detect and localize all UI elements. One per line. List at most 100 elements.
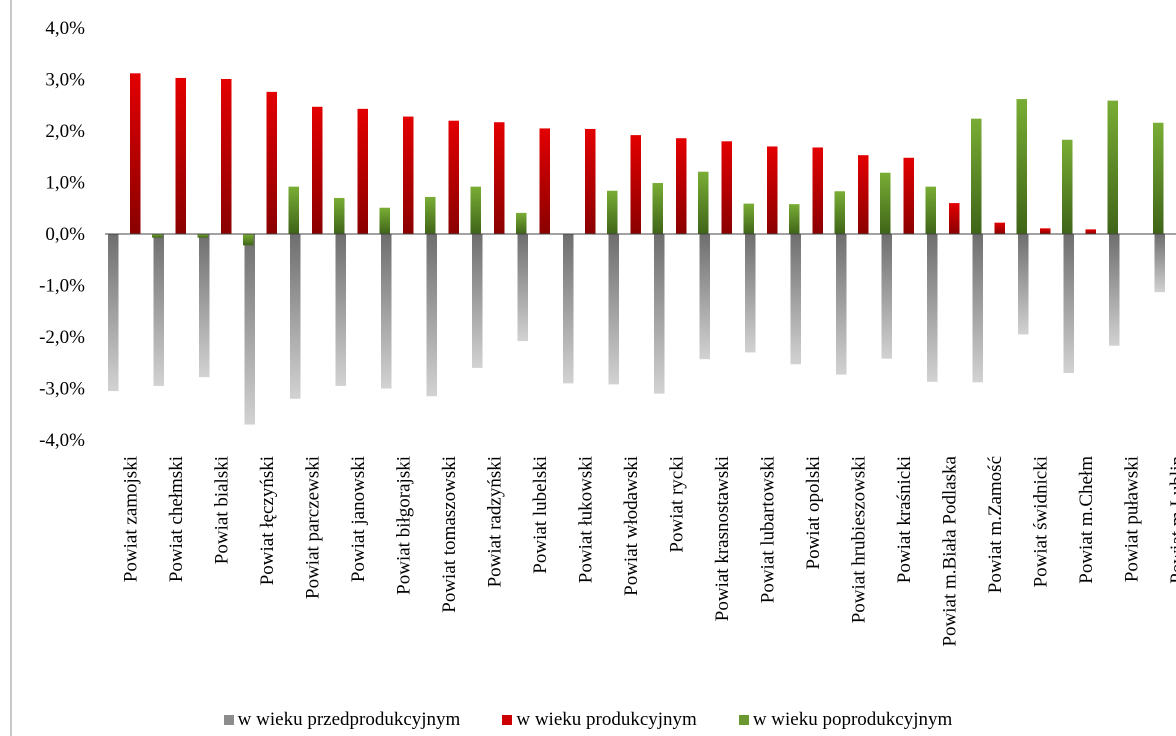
bar-1-14 <box>699 234 710 360</box>
legend-item: w wieku produkcyjnym <box>502 709 697 731</box>
legend-swatch <box>502 715 513 725</box>
bar-3-3 <box>243 234 254 246</box>
bar-3-17 <box>880 172 891 234</box>
x-category-label: Powiat łukowski <box>575 456 596 583</box>
x-category-label: Powiat krasnostawski <box>712 456 733 621</box>
bar-3-11 <box>607 190 618 234</box>
bar-chart: 4,0% 3,0% 2,0% 1,0% 0,0% -1,0% -2,0% -3,0% -4,0%… <box>39 18 1176 647</box>
legend-label: w wieku produkcyjnym <box>516 709 697 730</box>
x-category-label: Powiat m.Chełm <box>1076 456 1097 584</box>
bar-3-18 <box>925 186 936 234</box>
bar-3-9 <box>516 212 527 234</box>
bar-1-21 <box>1018 234 1029 335</box>
bar-2-3 <box>221 78 232 234</box>
x-category-label: Powiat radzyński <box>484 456 505 587</box>
x-category-label: Powiat rycki <box>666 456 687 553</box>
x-category-label: Powiat m.Biała Podlaska <box>939 455 960 646</box>
legend-item: w wieku przedprodukcyjnym <box>223 709 461 731</box>
y-tick-label: 1,0% <box>45 173 85 194</box>
bar-3-4 <box>288 186 299 234</box>
legend-label: w wieku poprodukcyjnym <box>752 709 953 730</box>
x-category-label: Powiat m.Zamość <box>985 456 1006 593</box>
y-tick-label: -2,0% <box>39 327 85 348</box>
x-category-label: Powiat lubartowski <box>757 456 778 603</box>
bar-2-7 <box>403 116 414 234</box>
x-category-label: Powiat zamojski <box>120 456 141 582</box>
bar-3-19 <box>971 118 982 234</box>
chart-frame-line <box>10 0 12 736</box>
bar-3-21 <box>1062 139 1073 234</box>
y-tick-label: -3,0% <box>39 379 85 400</box>
bar-1-12 <box>608 234 619 385</box>
x-category-label: Powiat parczewski <box>302 456 323 599</box>
x-category-label: Powiat opolski <box>803 456 824 569</box>
x-category-label: Powiat łęczyński <box>257 456 278 585</box>
bar-2-12 <box>630 135 641 234</box>
bar-2-4 <box>266 91 277 234</box>
bar-3-14 <box>743 203 754 234</box>
bar-2-9 <box>494 122 505 234</box>
bar-3-13 <box>698 171 709 234</box>
bar-1-10 <box>517 234 528 342</box>
bar-1-23 <box>1109 234 1120 346</box>
bar-2-14 <box>721 141 732 234</box>
x-category-label: Powiat lubelski <box>530 456 551 574</box>
legend-swatch <box>738 715 749 725</box>
bar-3-23 <box>1153 122 1164 234</box>
bar-1-3 <box>199 234 210 378</box>
y-tick-label: 3,0% <box>45 70 85 91</box>
bar-2-22 <box>1085 229 1096 234</box>
legend: w wieku przedprodukcyjnym w wieku produkc… <box>0 707 1176 733</box>
bar-2-18 <box>903 157 914 234</box>
bar-1-19 <box>927 234 938 382</box>
x-category-label: Powiat janowski <box>348 456 369 582</box>
y-tick-label: -1,0% <box>39 276 85 297</box>
legend-label: w wieku przedprodukcyjnym <box>237 709 461 730</box>
bar-1-2 <box>153 234 164 386</box>
x-axis-category-labels: Powiat zamojski Powiat chełmski Powiat bia… <box>120 455 1176 646</box>
bar-1-16 <box>790 234 801 365</box>
bar-2-17 <box>858 155 869 234</box>
x-category-label: Powiat m.Lublin <box>1167 456 1176 584</box>
bar-3-6 <box>379 207 390 234</box>
bar-3-7 <box>425 196 436 234</box>
bar-3-20 <box>1016 99 1027 234</box>
x-category-label: Powiat biłgorajski <box>393 456 414 595</box>
y-tick-label: 4,0% <box>45 18 85 39</box>
bar-1-18 <box>881 234 892 359</box>
bar-2-20 <box>994 222 1005 234</box>
bar-3-2 <box>197 234 208 238</box>
y-tick-label: 0,0% <box>45 224 85 245</box>
bar-1-13 <box>654 234 665 394</box>
bar-2-10 <box>539 128 550 234</box>
bars-layer <box>108 73 1165 425</box>
bar-2-8 <box>448 120 459 234</box>
bar-1-4 <box>244 234 255 425</box>
y-tick-label: 2,0% <box>45 121 85 142</box>
bar-2-19 <box>949 203 960 234</box>
bar-2-11 <box>585 128 596 234</box>
bar-1-6 <box>335 234 346 386</box>
bar-3-1 <box>152 234 163 238</box>
bar-3-8 <box>470 186 481 234</box>
bar-1-5 <box>290 234 301 399</box>
bar-3-16 <box>834 191 845 234</box>
bar-1-1 <box>108 234 119 392</box>
x-category-label: Powiat tomaszowski <box>439 456 460 613</box>
bar-3-5 <box>334 197 345 234</box>
x-category-label: Powiat chełmski <box>166 456 187 582</box>
bar-3-15 <box>789 204 800 234</box>
bar-1-11 <box>563 234 574 384</box>
bar-3-22 <box>1107 100 1118 235</box>
bar-3-12 <box>652 183 663 234</box>
x-category-label: Powiat bialski <box>211 456 232 564</box>
y-tick-label: -4,0% <box>39 430 85 451</box>
bar-2-13 <box>676 138 687 234</box>
x-category-label: Powiat hrubieszowski <box>848 456 869 623</box>
bar-1-22 <box>1063 234 1074 374</box>
y-axis-tick-labels: 4,0% 3,0% 2,0% 1,0% 0,0% -1,0% -2,0% -3,0% -4,0% <box>39 18 85 451</box>
bar-2-2 <box>175 77 186 234</box>
bar-1-20 <box>972 234 983 383</box>
bar-2-6 <box>357 108 368 234</box>
x-category-label: Powiat świdnicki <box>1030 456 1051 587</box>
